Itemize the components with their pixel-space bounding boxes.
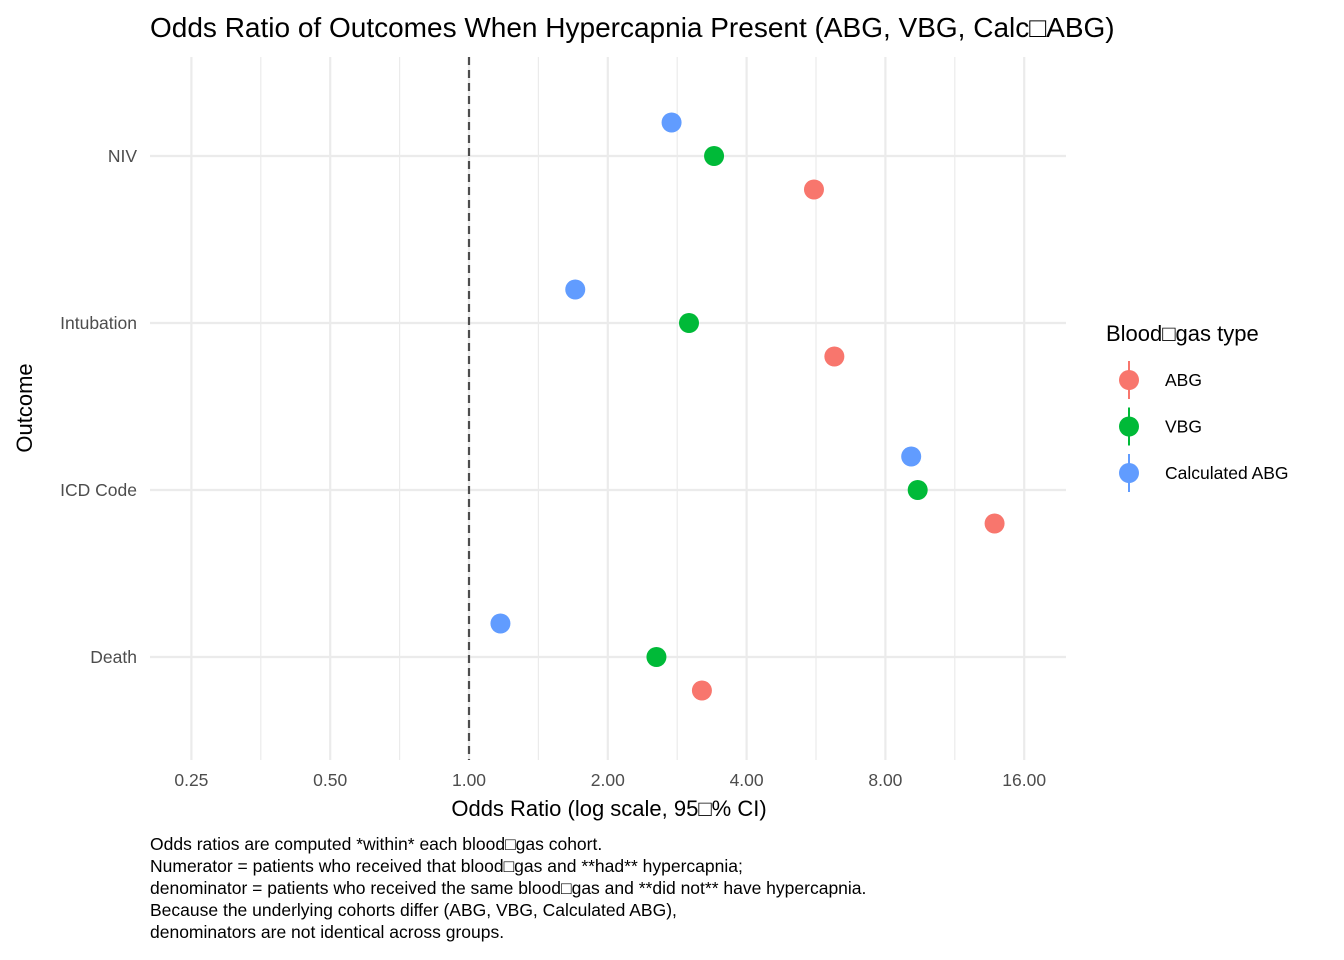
data-point bbox=[907, 480, 928, 500]
data-point bbox=[646, 647, 667, 667]
data-point bbox=[565, 279, 586, 300]
caption-line: Because the underlying cohorts differ (A… bbox=[150, 900, 677, 920]
x-tick-label: 16.00 bbox=[1002, 770, 1046, 790]
y-tick-label: NIV bbox=[108, 146, 138, 166]
data-point bbox=[678, 313, 699, 333]
x-tick-label: 2.00 bbox=[591, 770, 625, 790]
y-tick-label: ICD Code bbox=[60, 480, 137, 500]
legend-key-point bbox=[1119, 463, 1139, 483]
data-point bbox=[704, 146, 725, 166]
plot-panel bbox=[150, 57, 1066, 760]
legend-label: ABG bbox=[1165, 370, 1202, 390]
data-points bbox=[490, 112, 1005, 701]
legend-title: Blood□gas type bbox=[1106, 321, 1259, 346]
y-axis-ticks: NIV Intubation ICD Code Death bbox=[60, 146, 137, 667]
x-tick-label: 0.25 bbox=[174, 770, 208, 790]
x-tick-label: 8.00 bbox=[868, 770, 902, 790]
chart-caption: Odds ratios are computed *within* each b… bbox=[150, 834, 866, 942]
y-axis-title: Outcome bbox=[12, 363, 37, 452]
data-point bbox=[691, 680, 712, 701]
x-axis-title: Odds Ratio (log scale, 95□% CI) bbox=[451, 796, 766, 821]
data-point bbox=[803, 179, 824, 200]
x-tick-label: 0.50 bbox=[313, 770, 347, 790]
caption-line: denominators are not identical across gr… bbox=[150, 922, 504, 942]
x-axis-ticks: 0.25 0.50 1.00 2.00 4.00 8.00 16.00 bbox=[174, 770, 1046, 790]
data-point bbox=[984, 513, 1005, 534]
data-point bbox=[901, 446, 922, 467]
legend-label: Calculated ABG bbox=[1165, 463, 1289, 483]
legend-key-point bbox=[1119, 416, 1139, 437]
legend-keys: ABG VBG Calculated ABG bbox=[1119, 361, 1289, 492]
data-point bbox=[661, 112, 682, 133]
data-point bbox=[824, 346, 845, 367]
caption-line: denominator = patients who received the … bbox=[150, 878, 866, 898]
y-tick-label: Death bbox=[90, 647, 137, 667]
x-tick-label: 4.00 bbox=[730, 770, 764, 790]
x-tick-label: 1.00 bbox=[452, 770, 486, 790]
caption-line: Odds ratios are computed *within* each b… bbox=[150, 834, 602, 854]
legend: Blood□gas type ABG VBG Calculated ABG bbox=[1106, 321, 1289, 492]
chart-title: Odds Ratio of Outcomes When Hypercapnia … bbox=[150, 12, 1115, 43]
legend-key-point bbox=[1119, 370, 1139, 390]
legend-label: VBG bbox=[1165, 417, 1202, 437]
data-point bbox=[490, 613, 511, 634]
y-tick-label: Intubation bbox=[60, 313, 137, 333]
caption-line: Numerator = patients who received that b… bbox=[150, 856, 743, 876]
